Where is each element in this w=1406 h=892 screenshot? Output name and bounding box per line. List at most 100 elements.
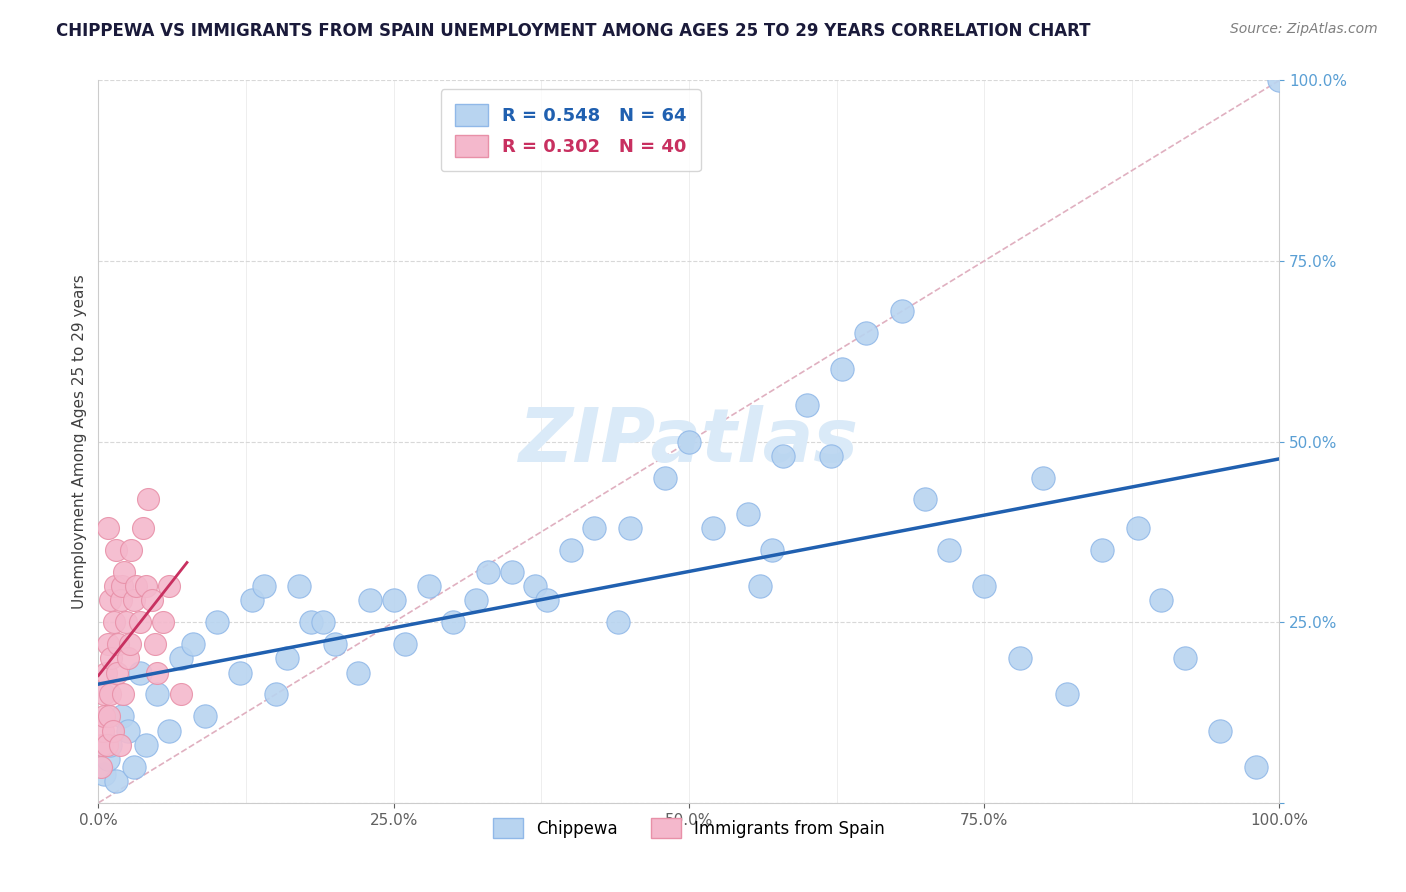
Point [96, 738, 118, 752]
Point [128, 665, 150, 680]
Point [702, 521, 724, 535]
Point [761, 542, 783, 557]
Point [170, 687, 193, 701]
Point [441, 615, 464, 630]
Point [855, 326, 877, 340]
Point [104, 579, 127, 593]
Point [117, 723, 139, 738]
Text: ZIPatlas: ZIPatlas [519, 405, 859, 478]
Point [114, 615, 136, 630]
Point [772, 449, 794, 463]
Point [91, 723, 114, 738]
Point [98, 738, 121, 752]
Point [914, 492, 936, 507]
Point [678, 434, 700, 449]
Point [253, 579, 276, 593]
Point [117, 651, 139, 665]
Point [98, 687, 121, 701]
Point [1150, 593, 1173, 607]
Point [973, 579, 995, 593]
Point [890, 304, 912, 318]
Point [1008, 651, 1031, 665]
Point [111, 709, 134, 723]
Legend: Chippewa, Immigrants from Spain: Chippewa, Immigrants from Spain [486, 812, 891, 845]
Point [382, 593, 405, 607]
Point [157, 723, 180, 738]
Point [737, 507, 759, 521]
Point [122, 593, 145, 607]
Point [1268, 73, 1291, 87]
Point [135, 738, 157, 752]
Y-axis label: Unemployment Among Ages 25 to 29 years: Unemployment Among Ages 25 to 29 years [72, 274, 87, 609]
Point [101, 723, 124, 738]
Point [1091, 542, 1114, 557]
Point [128, 615, 150, 630]
Point [465, 593, 488, 607]
Point [107, 637, 129, 651]
Point [108, 738, 131, 752]
Point [170, 651, 193, 665]
Point [105, 665, 128, 680]
Point [501, 565, 523, 579]
Point [560, 542, 582, 557]
Point [121, 542, 143, 557]
Point [98, 593, 121, 607]
Point [157, 579, 180, 593]
Point [477, 565, 499, 579]
Point [136, 492, 159, 507]
Point [654, 470, 676, 484]
Point [288, 579, 311, 593]
Point [194, 709, 217, 723]
Point [141, 593, 163, 607]
Point [132, 521, 155, 535]
Point [97, 521, 120, 535]
Point [1126, 521, 1149, 535]
Point [90, 760, 112, 774]
Point [122, 760, 145, 774]
Point [1174, 651, 1197, 665]
Point [323, 637, 346, 651]
Point [105, 774, 128, 789]
Point [93, 709, 115, 723]
Point [100, 651, 122, 665]
Point [264, 687, 287, 701]
Point [181, 637, 204, 651]
Point [93, 687, 115, 701]
Point [607, 615, 630, 630]
Point [418, 579, 440, 593]
Point [143, 637, 166, 651]
Point [299, 615, 322, 630]
Point [536, 593, 558, 607]
Point [91, 738, 114, 752]
Point [583, 521, 606, 535]
Point [135, 579, 157, 593]
Point [205, 615, 228, 630]
Point [347, 665, 370, 680]
Point [94, 665, 117, 680]
Point [394, 637, 416, 651]
Point [111, 579, 134, 593]
Point [619, 521, 641, 535]
Point [524, 579, 547, 593]
Point [125, 579, 148, 593]
Point [146, 687, 169, 701]
Point [112, 687, 135, 701]
Point [146, 665, 169, 680]
Point [748, 579, 770, 593]
Point [105, 542, 128, 557]
Point [152, 615, 174, 630]
Point [93, 767, 115, 781]
Point [110, 593, 132, 607]
Point [240, 593, 263, 607]
Point [229, 665, 252, 680]
Point [820, 449, 842, 463]
Point [359, 593, 381, 607]
Point [112, 565, 135, 579]
Point [1032, 470, 1054, 484]
Point [1244, 760, 1267, 774]
Point [120, 637, 142, 651]
Point [98, 709, 121, 723]
Point [103, 615, 125, 630]
Point [97, 752, 120, 766]
Point [796, 398, 818, 412]
